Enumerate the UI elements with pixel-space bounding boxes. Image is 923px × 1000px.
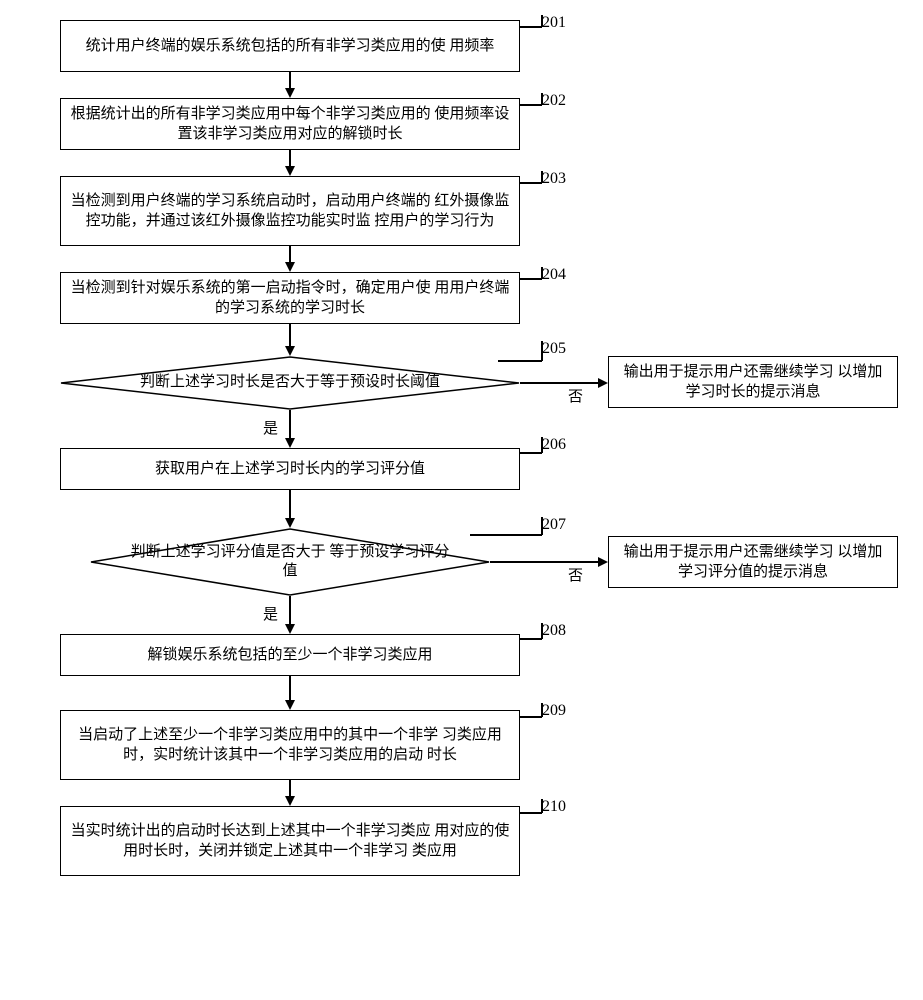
decision-205-text: 判断上述学习时长是否大于等于预设时长阈值 [60, 356, 520, 410]
process-202: 根据统计出的所有非学习类应用中每个非学习类应用的 使用频率设置该非学习类应用对应… [60, 98, 520, 150]
yes-label: 是 [263, 417, 278, 438]
process-209: 当启动了上述至少一个非学习类应用中的其中一个非学 习类应用时，实时统计该其中一个… [60, 710, 520, 780]
num-204: 204 [542, 266, 566, 284]
arrow-icon [598, 557, 608, 567]
connector [289, 676, 291, 702]
connector [289, 596, 291, 626]
arrow-icon [285, 88, 295, 98]
leader [541, 93, 543, 105]
process-210: 当实时统计出的启动时长达到上述其中一个非学习类应 用对应的使用时长时，关闭并锁定… [60, 806, 520, 876]
leader [520, 638, 542, 640]
decision-207-text: 判断上述学习评分值是否大于 等于预设学习评分值 [90, 528, 490, 596]
leader [541, 15, 543, 27]
num-206: 206 [542, 436, 566, 454]
flowchart-container: 统计用户终端的娱乐系统包括的所有非学习类应用的使 用频率 201 根据统计出的所… [10, 10, 913, 990]
process-208-text: 解锁娱乐系统包括的至少一个非学习类应用 [147, 645, 432, 665]
leader [541, 799, 543, 813]
process-205-no-text: 输出用于提示用户还需继续学习 以增加学习时长的提示消息 [617, 362, 889, 403]
leader [541, 437, 543, 453]
process-201-text: 统计用户终端的娱乐系统包括的所有非学习类应用的使 用频率 [86, 36, 495, 56]
arrow-icon [598, 378, 608, 388]
process-201: 统计用户终端的娱乐系统包括的所有非学习类应用的使 用频率 [60, 20, 520, 72]
arrow-icon [285, 796, 295, 806]
leader [541, 267, 543, 279]
process-207-no: 输出用于提示用户还需继续学习 以增加学习评分值的提示消息 [608, 536, 898, 588]
num-210: 210 [542, 798, 566, 816]
process-206: 获取用户在上述学习时长内的学习评分值 [60, 448, 520, 490]
no-label: 否 [568, 385, 583, 406]
process-204-text: 当检测到针对娱乐系统的第一启动指令时，确定用户使 用用户终端的学习系统的学习时长 [69, 278, 511, 319]
decision-207: 判断上述学习评分值是否大于 等于预设学习评分值 [90, 528, 490, 596]
leader [520, 278, 542, 280]
process-203-text: 当检测到用户终端的学习系统启动时，启动用户终端的 红外摄像监控功能，并通过该红外… [69, 191, 511, 232]
connector [490, 561, 600, 563]
process-205-no: 输出用于提示用户还需继续学习 以增加学习时长的提示消息 [608, 356, 898, 408]
leader [541, 341, 543, 361]
yes-label: 是 [263, 603, 278, 624]
num-208: 208 [542, 622, 566, 640]
num-202: 202 [542, 92, 566, 110]
leader [520, 182, 542, 184]
arrow-icon [285, 346, 295, 356]
num-205: 205 [542, 340, 566, 358]
arrow-icon [285, 166, 295, 176]
connector [289, 324, 291, 348]
leader [520, 26, 542, 28]
arrow-icon [285, 262, 295, 272]
num-201: 201 [542, 14, 566, 32]
num-203: 203 [542, 170, 566, 188]
arrow-icon [285, 624, 295, 634]
process-202-text: 根据统计出的所有非学习类应用中每个非学习类应用的 使用频率设置该非学习类应用对应… [69, 104, 511, 145]
process-206-text: 获取用户在上述学习时长内的学习评分值 [155, 459, 425, 479]
no-label: 否 [568, 564, 583, 585]
connector [289, 410, 291, 440]
process-208: 解锁娱乐系统包括的至少一个非学习类应用 [60, 634, 520, 676]
num-207: 207 [542, 516, 566, 534]
process-210-text: 当实时统计出的启动时长达到上述其中一个非学习类应 用对应的使用时长时，关闭并锁定… [69, 821, 511, 862]
process-204: 当检测到针对娱乐系统的第一启动指令时，确定用户使 用用户终端的学习系统的学习时长 [60, 272, 520, 324]
leader [541, 623, 543, 639]
process-207-no-text: 输出用于提示用户还需继续学习 以增加学习评分值的提示消息 [617, 542, 889, 583]
leader [498, 360, 542, 362]
decision-205: 判断上述学习时长是否大于等于预设时长阈值 [60, 356, 520, 410]
leader [520, 104, 542, 106]
connector [289, 490, 291, 520]
leader [541, 517, 543, 535]
leader [541, 703, 543, 717]
leader [520, 452, 542, 454]
leader [541, 171, 543, 183]
arrow-icon [285, 518, 295, 528]
process-209-text: 当启动了上述至少一个非学习类应用中的其中一个非学 习类应用时，实时统计该其中一个… [69, 725, 511, 766]
arrow-icon [285, 438, 295, 448]
num-209: 209 [542, 702, 566, 720]
connector [520, 382, 600, 384]
leader [520, 812, 542, 814]
leader [520, 716, 542, 718]
process-203: 当检测到用户终端的学习系统启动时，启动用户终端的 红外摄像监控功能，并通过该红外… [60, 176, 520, 246]
leader [470, 534, 542, 536]
arrow-icon [285, 700, 295, 710]
